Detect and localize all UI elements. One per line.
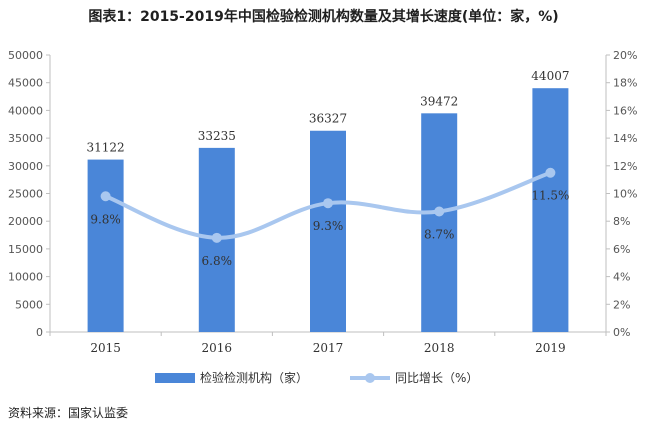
right-tick-label: 14% bbox=[613, 132, 637, 145]
left-tick-label: 30000 bbox=[8, 160, 43, 173]
growth-value-label: 8.7% bbox=[424, 228, 455, 242]
growth-point bbox=[100, 191, 111, 202]
growth-point bbox=[211, 232, 222, 243]
legend-bar-swatch bbox=[155, 373, 195, 383]
legend-line-label: 同比增长（%） bbox=[395, 371, 478, 385]
right-tick-label: 2% bbox=[613, 298, 630, 311]
left-tick-label: 5000 bbox=[15, 298, 43, 311]
left-tick-label: 50000 bbox=[8, 49, 43, 62]
x-tick-label: 2015 bbox=[90, 341, 121, 355]
bar bbox=[532, 88, 569, 332]
bar bbox=[421, 113, 458, 332]
bar-value-label: 31122 bbox=[87, 141, 125, 155]
bar bbox=[310, 130, 346, 332]
legend-bar-label: 检验检测机构（家） bbox=[200, 370, 308, 385]
growth-value-label: 9.8% bbox=[90, 212, 121, 226]
right-tick-label: 6% bbox=[613, 243, 630, 256]
right-tick-label: 18% bbox=[613, 77, 637, 90]
chart-title: 图表1：2015-2019年中国检验检测机构数量及其增长速度(单位：家，%) bbox=[88, 9, 559, 25]
left-tick-label: 40000 bbox=[8, 104, 43, 117]
x-tick-label: 2017 bbox=[313, 341, 344, 355]
growth-value-label: 6.8% bbox=[202, 254, 233, 268]
left-tick-label: 45000 bbox=[8, 77, 43, 90]
left-tick-label: 25000 bbox=[8, 188, 43, 201]
left-tick-label: 15000 bbox=[8, 243, 43, 256]
growth-point bbox=[323, 198, 333, 209]
right-tick-label: 20% bbox=[613, 49, 637, 62]
x-tick-label: 2019 bbox=[535, 341, 566, 355]
right-tick-label: 12% bbox=[613, 160, 637, 173]
growth-value-label: 11.5% bbox=[531, 189, 569, 203]
bar-value-label: 44007 bbox=[531, 69, 569, 83]
bar-value-label: 33235 bbox=[198, 129, 236, 143]
growth-point bbox=[434, 206, 445, 217]
growth-point bbox=[545, 167, 556, 178]
left-tick-label: 0 bbox=[36, 326, 43, 339]
left-tick-label: 35000 bbox=[8, 132, 43, 145]
right-tick-label: 4% bbox=[613, 271, 630, 284]
bar-value-label: 36327 bbox=[309, 112, 347, 126]
right-tick-label: 10% bbox=[613, 188, 637, 201]
legend-line-marker bbox=[365, 373, 375, 383]
source-note: 资料来源：国家认监委 bbox=[8, 406, 129, 420]
growth-value-label: 9.3% bbox=[313, 219, 344, 233]
left-tick-label: 10000 bbox=[8, 271, 43, 284]
bar-value-label: 39472 bbox=[420, 94, 458, 108]
x-tick-label: 2016 bbox=[202, 341, 233, 355]
right-tick-label: 8% bbox=[613, 215, 630, 228]
x-tick-label: 2018 bbox=[424, 341, 455, 355]
right-tick-label: 0% bbox=[613, 326, 630, 339]
left-tick-label: 20000 bbox=[8, 215, 43, 228]
right-tick-label: 16% bbox=[613, 104, 637, 117]
bar bbox=[87, 159, 124, 332]
